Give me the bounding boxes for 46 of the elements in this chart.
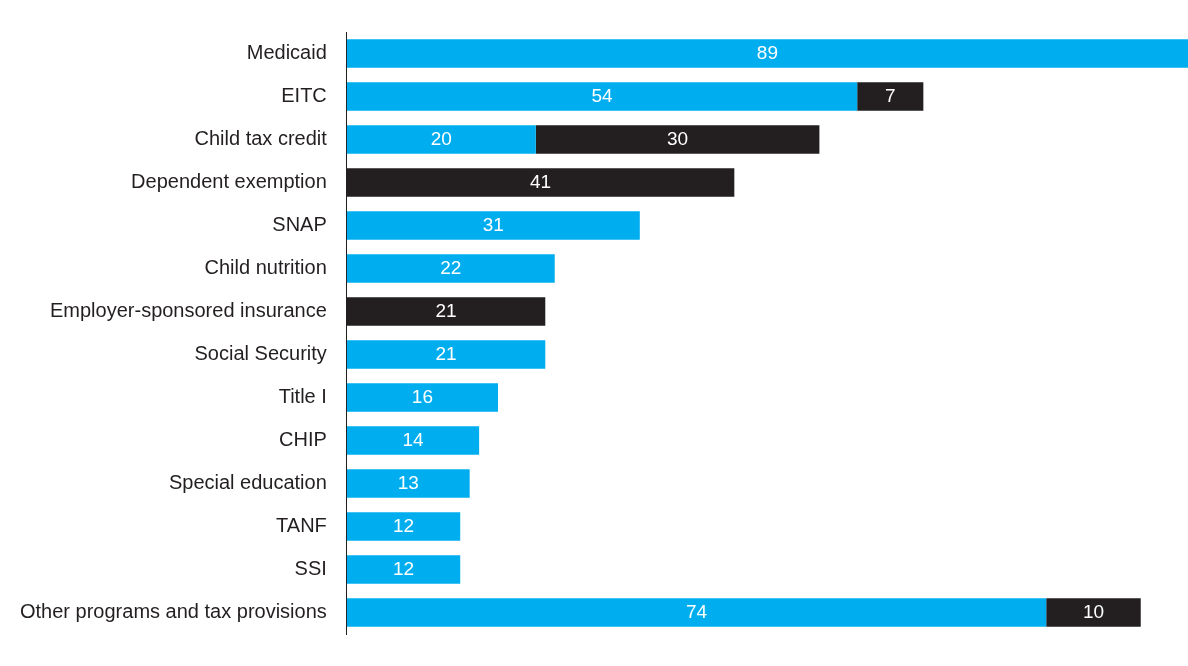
bar [346, 125, 536, 154]
y-tick-label: Other programs and tax provisions [19, 600, 327, 623]
data-label: 12 [392, 514, 415, 536]
y-tick-label: Special education [168, 471, 327, 494]
data-label: 16 [411, 385, 433, 407]
data-label: 7 [884, 84, 896, 106]
y-tick-label: Dependent exemption [131, 170, 327, 193]
bar [1046, 598, 1141, 627]
bar [346, 82, 858, 111]
y-tick-label: CHIP [279, 428, 327, 451]
bar [857, 82, 924, 111]
data-label: 54 [591, 84, 613, 106]
bar [346, 254, 555, 283]
y-tick-label: SSI [294, 557, 327, 580]
data-label: 89 [756, 41, 778, 63]
y-tick-label: Medicaid [246, 41, 327, 64]
data-label: 12 [392, 557, 415, 579]
y-tick-label: Child nutrition [204, 256, 327, 279]
bar [346, 383, 499, 412]
data-label: 13 [397, 471, 419, 493]
data-label: 10 [1082, 600, 1105, 622]
data-label: 14 [402, 428, 424, 450]
y-tick-label: EITC [281, 84, 327, 107]
data-label: 22 [440, 256, 462, 278]
y-tick-label: TANF [276, 514, 327, 537]
bar [346, 598, 1047, 627]
data-label: 21 [435, 342, 457, 364]
bar [535, 125, 820, 154]
bar [346, 512, 461, 541]
bar [346, 555, 461, 584]
data-label: 30 [667, 127, 689, 149]
bar [346, 39, 1188, 68]
data-label: 31 [482, 213, 504, 235]
y-tick-label: Title I [278, 385, 327, 408]
bar [346, 426, 480, 455]
data-label: 20 [430, 127, 452, 149]
bar [346, 340, 546, 369]
bar [346, 211, 640, 240]
data-label: 21 [435, 299, 457, 321]
y-tick-label: Social Security [194, 342, 327, 365]
y-tick-label: SNAP [272, 213, 327, 236]
data-label: 74 [685, 600, 708, 622]
y-tick-label: Child tax credit [194, 127, 328, 150]
y-tick-label: Employer-sponsored insurance [49, 299, 327, 322]
data-label: 41 [529, 170, 552, 192]
bar [346, 469, 470, 498]
